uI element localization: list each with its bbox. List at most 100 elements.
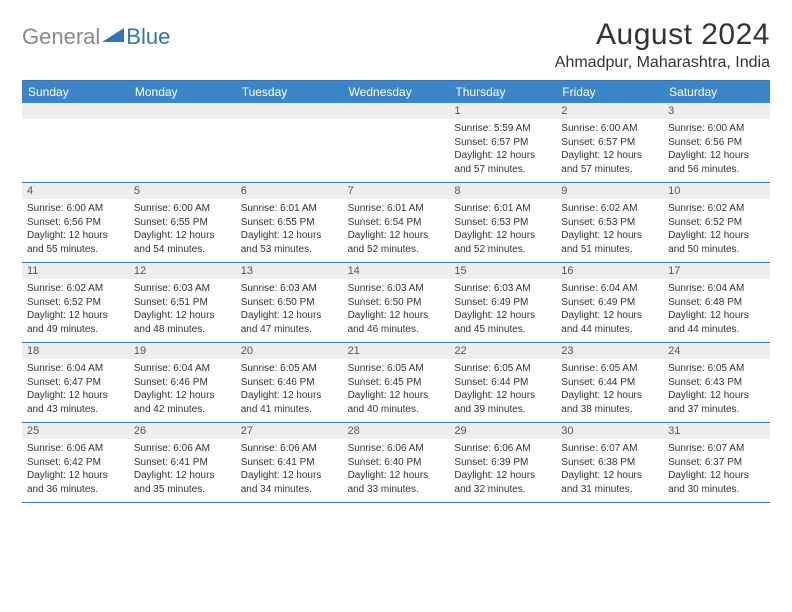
daylight-text: Daylight: 12 hours and 36 minutes. <box>27 469 124 496</box>
cell-body: Sunrise: 6:07 AMSunset: 6:37 PMDaylight:… <box>663 439 770 502</box>
calendar-cell: 26Sunrise: 6:06 AMSunset: 6:41 PMDayligh… <box>129 423 236 502</box>
daylight-text: Daylight: 12 hours and 57 minutes. <box>454 149 551 176</box>
cell-body: Sunrise: 6:06 AMSunset: 6:39 PMDaylight:… <box>449 439 556 502</box>
date-number: 1 <box>449 103 556 119</box>
daylight-text: Daylight: 12 hours and 30 minutes. <box>668 469 765 496</box>
calendar-cell: 21Sunrise: 6:05 AMSunset: 6:45 PMDayligh… <box>343 343 450 422</box>
calendar-cell: 12Sunrise: 6:03 AMSunset: 6:51 PMDayligh… <box>129 263 236 342</box>
sunset-text: Sunset: 6:47 PM <box>27 376 124 390</box>
sunset-text: Sunset: 6:57 PM <box>454 136 551 150</box>
calendar: SundayMondayTuesdayWednesdayThursdayFrid… <box>22 80 770 503</box>
sunset-text: Sunset: 6:52 PM <box>668 216 765 230</box>
sunset-text: Sunset: 6:46 PM <box>134 376 231 390</box>
sunrise-text: Sunrise: 6:00 AM <box>668 122 765 136</box>
daylight-text: Daylight: 12 hours and 31 minutes. <box>561 469 658 496</box>
week-row: 25Sunrise: 6:06 AMSunset: 6:42 PMDayligh… <box>22 423 770 503</box>
date-number: 23 <box>556 343 663 359</box>
sunset-text: Sunset: 6:38 PM <box>561 456 658 470</box>
cell-body: Sunrise: 6:03 AMSunset: 6:50 PMDaylight:… <box>343 279 450 342</box>
calendar-cell: 29Sunrise: 6:06 AMSunset: 6:39 PMDayligh… <box>449 423 556 502</box>
daylight-text: Daylight: 12 hours and 52 minutes. <box>454 229 551 256</box>
calendar-cell: 25Sunrise: 6:06 AMSunset: 6:42 PMDayligh… <box>22 423 129 502</box>
calendar-cell: 23Sunrise: 6:05 AMSunset: 6:44 PMDayligh… <box>556 343 663 422</box>
cell-body: Sunrise: 6:02 AMSunset: 6:53 PMDaylight:… <box>556 199 663 262</box>
sunset-text: Sunset: 6:56 PM <box>27 216 124 230</box>
sunrise-text: Sunrise: 6:05 AM <box>241 362 338 376</box>
daylight-text: Daylight: 12 hours and 44 minutes. <box>668 309 765 336</box>
cell-body: Sunrise: 6:05 AMSunset: 6:44 PMDaylight:… <box>449 359 556 422</box>
calendar-cell: 18Sunrise: 6:04 AMSunset: 6:47 PMDayligh… <box>22 343 129 422</box>
date-number: 18 <box>22 343 129 359</box>
sunset-text: Sunset: 6:53 PM <box>454 216 551 230</box>
sunset-text: Sunset: 6:40 PM <box>348 456 445 470</box>
date-number: 3 <box>663 103 770 119</box>
daylight-text: Daylight: 12 hours and 43 minutes. <box>27 389 124 416</box>
cell-body <box>129 119 236 177</box>
sunset-text: Sunset: 6:55 PM <box>241 216 338 230</box>
sunrise-text: Sunrise: 6:00 AM <box>134 202 231 216</box>
cell-body: Sunrise: 6:04 AMSunset: 6:46 PMDaylight:… <box>129 359 236 422</box>
sunset-text: Sunset: 6:44 PM <box>454 376 551 390</box>
cell-body: Sunrise: 6:03 AMSunset: 6:49 PMDaylight:… <box>449 279 556 342</box>
date-number: 21 <box>343 343 450 359</box>
sunrise-text: Sunrise: 6:02 AM <box>561 202 658 216</box>
calendar-cell: 27Sunrise: 6:06 AMSunset: 6:41 PMDayligh… <box>236 423 343 502</box>
cell-body: Sunrise: 6:02 AMSunset: 6:52 PMDaylight:… <box>663 199 770 262</box>
logo-text-gray: General <box>22 24 100 50</box>
date-number: 11 <box>22 263 129 279</box>
daylight-text: Daylight: 12 hours and 42 minutes. <box>134 389 231 416</box>
daylight-text: Daylight: 12 hours and 56 minutes. <box>668 149 765 176</box>
sunset-text: Sunset: 6:51 PM <box>134 296 231 310</box>
calendar-cell: 19Sunrise: 6:04 AMSunset: 6:46 PMDayligh… <box>129 343 236 422</box>
calendar-cell: 8Sunrise: 6:01 AMSunset: 6:53 PMDaylight… <box>449 183 556 262</box>
calendar-cell: 31Sunrise: 6:07 AMSunset: 6:37 PMDayligh… <box>663 423 770 502</box>
date-number: 14 <box>343 263 450 279</box>
cell-body <box>236 119 343 177</box>
logo: General Blue <box>22 18 170 50</box>
daylight-text: Daylight: 12 hours and 54 minutes. <box>134 229 231 256</box>
cell-body: Sunrise: 6:06 AMSunset: 6:40 PMDaylight:… <box>343 439 450 502</box>
cell-body: Sunrise: 6:04 AMSunset: 6:47 PMDaylight:… <box>22 359 129 422</box>
sunrise-text: Sunrise: 6:05 AM <box>454 362 551 376</box>
cell-body: Sunrise: 6:00 AMSunset: 6:55 PMDaylight:… <box>129 199 236 262</box>
sunset-text: Sunset: 6:41 PM <box>241 456 338 470</box>
sunset-text: Sunset: 6:44 PM <box>561 376 658 390</box>
logo-text-blue: Blue <box>126 24 170 50</box>
day-header-cell: Thursday <box>449 81 556 103</box>
sunset-text: Sunset: 6:46 PM <box>241 376 338 390</box>
calendar-cell: 14Sunrise: 6:03 AMSunset: 6:50 PMDayligh… <box>343 263 450 342</box>
sunset-text: Sunset: 6:39 PM <box>454 456 551 470</box>
date-number: 2 <box>556 103 663 119</box>
location-label: Ahmadpur, Maharashtra, India <box>555 54 770 72</box>
date-number: 19 <box>129 343 236 359</box>
cell-body: Sunrise: 6:01 AMSunset: 6:54 PMDaylight:… <box>343 199 450 262</box>
sunrise-text: Sunrise: 6:06 AM <box>241 442 338 456</box>
sunrise-text: Sunrise: 6:06 AM <box>134 442 231 456</box>
date-number: 26 <box>129 423 236 439</box>
date-number: 9 <box>556 183 663 199</box>
cell-body: Sunrise: 6:04 AMSunset: 6:49 PMDaylight:… <box>556 279 663 342</box>
date-number: 29 <box>449 423 556 439</box>
daylight-text: Daylight: 12 hours and 55 minutes. <box>27 229 124 256</box>
cell-body: Sunrise: 6:06 AMSunset: 6:41 PMDaylight:… <box>236 439 343 502</box>
cell-body: Sunrise: 6:01 AMSunset: 6:55 PMDaylight:… <box>236 199 343 262</box>
date-number <box>343 103 450 119</box>
sunrise-text: Sunrise: 6:03 AM <box>134 282 231 296</box>
cell-body <box>343 119 450 177</box>
calendar-cell: 3 Sunrise: 6:00 AMSunset: 6:56 PMDaylight… <box>663 103 770 182</box>
day-header-cell: Tuesday <box>236 81 343 103</box>
cell-body: Sunrise: 6:05 AMSunset: 6:46 PMDaylight:… <box>236 359 343 422</box>
daylight-text: Daylight: 12 hours and 40 minutes. <box>348 389 445 416</box>
sunrise-text: Sunrise: 6:05 AM <box>348 362 445 376</box>
cell-body <box>22 119 129 177</box>
sunset-text: Sunset: 6:56 PM <box>668 136 765 150</box>
sunrise-text: Sunrise: 6:01 AM <box>241 202 338 216</box>
sunrise-text: Sunrise: 6:06 AM <box>27 442 124 456</box>
sunrise-text: Sunrise: 6:06 AM <box>454 442 551 456</box>
daylight-text: Daylight: 12 hours and 52 minutes. <box>348 229 445 256</box>
daylight-text: Daylight: 12 hours and 49 minutes. <box>27 309 124 336</box>
calendar-cell: 16Sunrise: 6:04 AMSunset: 6:49 PMDayligh… <box>556 263 663 342</box>
sunrise-text: Sunrise: 6:02 AM <box>27 282 124 296</box>
day-header-cell: Sunday <box>22 81 129 103</box>
sunrise-text: Sunrise: 6:05 AM <box>561 362 658 376</box>
